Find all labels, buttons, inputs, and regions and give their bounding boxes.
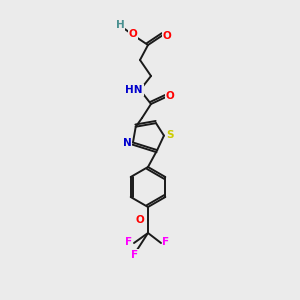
Text: F: F bbox=[162, 237, 169, 247]
Text: HN: HN bbox=[125, 85, 143, 95]
Text: O: O bbox=[166, 91, 174, 101]
Text: F: F bbox=[125, 237, 133, 247]
Text: S: S bbox=[166, 130, 174, 140]
Text: O: O bbox=[136, 215, 144, 225]
Text: O: O bbox=[129, 29, 137, 39]
Text: O: O bbox=[163, 31, 171, 41]
Text: F: F bbox=[131, 250, 139, 260]
Text: N: N bbox=[123, 139, 131, 148]
Text: H: H bbox=[116, 20, 124, 30]
